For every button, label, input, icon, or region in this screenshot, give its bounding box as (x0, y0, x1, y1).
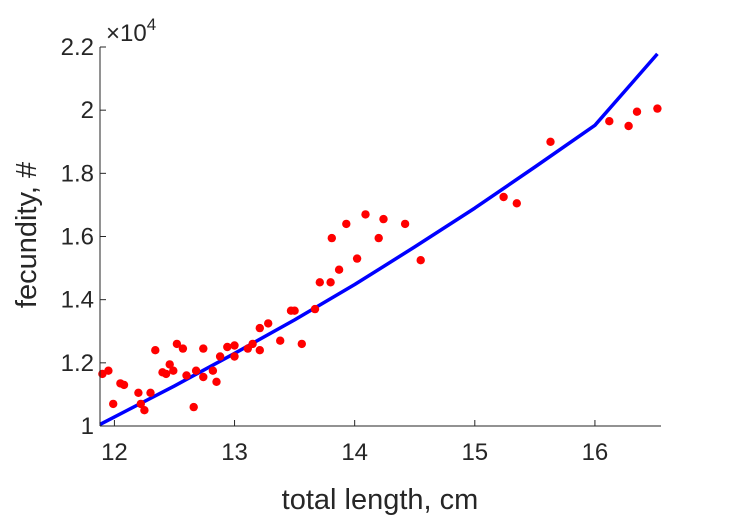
scatter-point (191, 366, 201, 375)
y-tick-label: 1.2 (61, 350, 94, 377)
scatter-point (605, 117, 614, 126)
scatter-point (109, 399, 118, 409)
y-tick-label: 1.6 (61, 224, 94, 251)
scatter-point (223, 342, 232, 352)
x-tick-label: 13 (221, 439, 248, 466)
scatter-point (161, 369, 171, 379)
scatter-points-layer (98, 104, 662, 415)
scatter-point (400, 219, 410, 229)
scatter-point (255, 346, 264, 355)
x-tick-label: 14 (341, 439, 368, 466)
scatter-point (146, 388, 155, 397)
scatter-point (255, 323, 264, 333)
x-axis-label: total length, cm (282, 484, 479, 516)
scatter-point (215, 352, 225, 361)
scatter-point (208, 366, 218, 375)
y-ticks: 1 1.2 1.4 1.6 1.8 2 2.2 (61, 34, 106, 440)
scatter-point (189, 402, 198, 412)
scatter-point (327, 233, 336, 243)
scatter-point (290, 306, 299, 315)
scatter-point (361, 210, 370, 219)
scatter-point (653, 104, 662, 113)
x-tick-label: 12 (101, 439, 128, 466)
scatter-point (374, 233, 383, 243)
scatter-point (512, 199, 521, 208)
y-multiplier-base: ×10 (106, 20, 147, 47)
scatter-point (165, 360, 174, 369)
scatter-point (119, 380, 129, 390)
scatter-point (104, 366, 113, 375)
scatter-point (546, 137, 555, 146)
scatter-point (632, 107, 642, 116)
scatter-point (326, 278, 335, 287)
y-multiplier-exponent: 4 (147, 15, 156, 34)
scatter-point (230, 352, 239, 361)
scatter-point (352, 254, 362, 263)
scatter-point (379, 214, 388, 224)
y-tick-label: 1 (81, 413, 94, 440)
y-tick-label: 2.2 (61, 34, 94, 61)
scatter-point (334, 265, 344, 274)
scatter-point (416, 256, 425, 265)
scatter-point (315, 278, 324, 287)
scatter-point (172, 339, 182, 349)
scatter-point (297, 339, 306, 349)
scatter-point (310, 304, 320, 314)
scatter-point (212, 377, 221, 386)
fit-line-layer (99, 52, 659, 426)
scatter-point (134, 388, 143, 397)
scatter-point (499, 192, 508, 202)
x-ticks: 12 13 14 15 16 (101, 420, 608, 466)
y-axis-label: fecundity, # (11, 162, 43, 308)
scatter-point (624, 121, 633, 131)
y-tick-label: 1.8 (61, 160, 94, 187)
scatter-point (248, 339, 257, 349)
x-tick-label: 16 (582, 439, 609, 466)
scatter-point (136, 399, 145, 409)
scatter-point (178, 344, 188, 353)
scatter-point (199, 344, 208, 353)
scatter-point (230, 341, 239, 350)
scatter-point (199, 372, 208, 382)
x-tick-label: 15 (461, 439, 488, 466)
y-tick-label: 1.4 (61, 287, 94, 314)
scatter-point (342, 219, 351, 229)
scatter-point (276, 336, 285, 345)
y-tick-label: 2 (81, 97, 94, 124)
scatter-point (182, 371, 191, 380)
y-multiplier-label: ×104 (106, 15, 156, 47)
fit-line (99, 52, 659, 426)
scatter-point (169, 366, 178, 375)
scatter-point (151, 346, 160, 355)
scatter-point (264, 319, 273, 328)
scatter-point (140, 406, 149, 415)
